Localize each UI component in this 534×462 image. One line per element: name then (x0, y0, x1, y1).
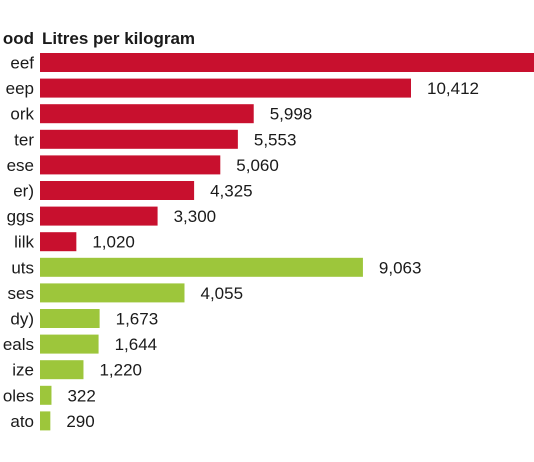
value-label: 1,220 (99, 361, 142, 380)
category-label: eals (3, 335, 34, 354)
category-label: uts (11, 258, 34, 277)
bar (40, 385, 52, 405)
bar (40, 283, 185, 303)
category-header: ood (3, 29, 34, 48)
value-label: 4,055 (200, 284, 243, 303)
value-label: 5,060 (236, 156, 279, 175)
bar (40, 181, 195, 200)
category-label: eef (10, 54, 34, 73)
value-label: 5,553 (254, 130, 297, 149)
category-label: lilk (14, 233, 34, 252)
bar (40, 257, 363, 277)
category-label: ggs (7, 207, 34, 226)
bar (40, 129, 238, 149)
bar (40, 78, 411, 98)
bars-group: eef eep 10,412 ork 5,998 ter 5,553 ese 5,060 er) 4… (3, 53, 534, 431)
bar (40, 206, 158, 226)
bar (40, 411, 51, 431)
value-label: 1,020 (92, 233, 135, 252)
bar (40, 155, 221, 175)
bar (40, 360, 84, 380)
category-label: ses (8, 284, 34, 303)
value-label: 5,998 (270, 105, 313, 124)
value-label: 290 (66, 412, 94, 431)
category-label: ato (10, 412, 34, 431)
value-label: 9,063 (379, 258, 422, 277)
category-label: oles (3, 386, 34, 405)
bar (40, 232, 77, 252)
value-header: Litres per kilogram (42, 29, 195, 48)
bar (40, 334, 99, 354)
value-label: 1,644 (115, 335, 158, 354)
bar (40, 104, 254, 124)
bar (40, 53, 534, 72)
value-label: 1,673 (116, 310, 159, 329)
value-label: 322 (67, 386, 95, 405)
category-label: dy) (10, 310, 34, 329)
value-label: 3,300 (174, 207, 217, 226)
category-label: er) (13, 182, 34, 201)
value-label: 4,325 (210, 182, 253, 201)
value-label: 10,412 (427, 79, 479, 98)
category-label: ter (14, 130, 34, 149)
category-label: ese (7, 156, 34, 175)
category-label: ork (10, 105, 34, 124)
category-label: ize (12, 361, 34, 380)
bar (40, 309, 100, 328)
category-label: eep (6, 79, 34, 98)
